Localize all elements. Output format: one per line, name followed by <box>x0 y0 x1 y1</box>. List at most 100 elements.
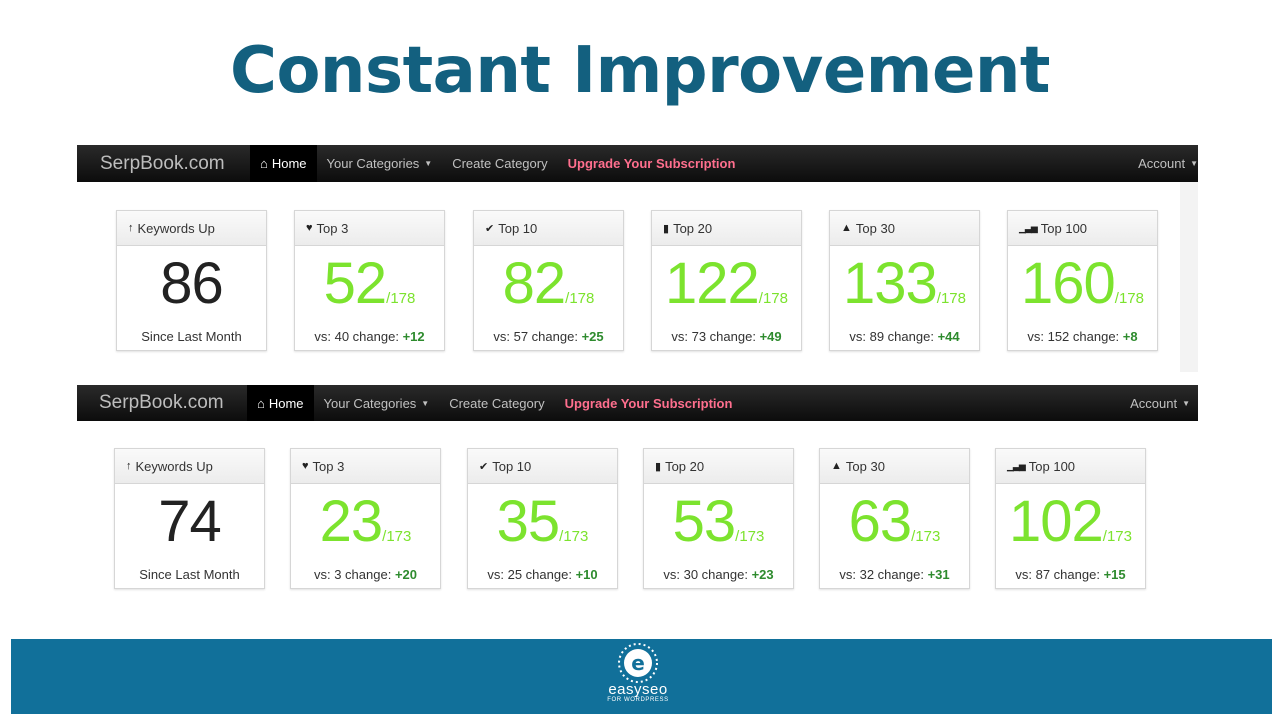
footer-text: vs: 89 change: <box>849 329 934 344</box>
road-icon: ▲ <box>831 460 842 472</box>
arrow-up-icon: ↑ <box>126 460 132 472</box>
metric-value: 102 <box>1009 489 1104 554</box>
change-value: +10 <box>575 567 598 582</box>
brand-logo[interactable]: SerpBook.com <box>100 152 225 174</box>
card-body: 82/178 vs: 57 change: +25 <box>474 246 623 351</box>
heart-icon: ♥ <box>306 222 313 234</box>
caret-down-icon: ▼ <box>1190 159 1198 168</box>
card-metric: 35/173 <box>468 488 617 555</box>
card-label: Top 100 <box>1028 458 1076 474</box>
footer-text: vs: 30 change: <box>663 567 748 582</box>
metric-total: /178 <box>565 290 595 307</box>
card-metric: 102/173 <box>996 488 1145 555</box>
stat-card-top-30: ▲ Top 30 133/178 vs: 89 change: +44 <box>829 210 980 351</box>
card-footer: vs: 87 change: +15 <box>996 567 1145 582</box>
nav-upgrade-subscription[interactable]: Upgrade Your Subscription <box>564 395 733 411</box>
nav-categories-label: Your Categories <box>326 156 420 171</box>
card-body: 53/173 vs: 30 change: +23 <box>644 484 793 589</box>
nav-home-label: Home <box>268 395 304 411</box>
card-footer: vs: 30 change: +23 <box>644 567 793 582</box>
footer-text: vs: 3 change: <box>313 567 392 582</box>
card-metric: 23/173 <box>291 488 440 555</box>
card-metric: 52/178 <box>295 250 444 317</box>
brand-logo[interactable]: SerpBook.com <box>99 392 224 413</box>
easyseo-logo: e easyseo FOR WORDPRESS <box>596 643 680 709</box>
metric-value: 52 <box>323 251 388 316</box>
metric-value: 82 <box>502 251 567 316</box>
card-label: Top 30 <box>845 458 885 474</box>
metric-total: /173 <box>559 528 589 545</box>
nav-home[interactable]: ⌂ Home <box>250 145 317 182</box>
card-body: 133/178 vs: 89 change: +44 <box>830 246 979 351</box>
metric-value: 122 <box>665 251 760 316</box>
stat-card-top-10: ✔ Top 10 82/178 vs: 57 change: +25 <box>473 210 624 351</box>
card-header: ↑ Keywords Up <box>115 449 264 484</box>
card-footer: vs: 32 change: +31 <box>820 567 969 582</box>
change-value: +12 <box>402 329 425 344</box>
card-label: Top 3 <box>312 458 345 474</box>
metric-value: 133 <box>843 251 938 316</box>
change-value: +8 <box>1122 329 1138 344</box>
card-metric: 63/173 <box>820 488 969 555</box>
stat-card-top-20: ▮ Top 20 122/178 vs: 73 change: +49 <box>651 210 802 351</box>
card-label: Top 3 <box>316 220 349 236</box>
stat-card-top-100: ▁▃▅ Top 100 160/178 vs: 152 change: +8 <box>1007 210 1158 351</box>
road-icon: ▲ <box>841 222 852 234</box>
card-footer: vs: 73 change: +49 <box>652 329 801 344</box>
stat-card-top-10: ✔ Top 10 35/173 vs: 25 change: +10 <box>467 448 618 589</box>
easyseo-logo-icon: e <box>618 643 658 683</box>
bookmark-icon: ▮ <box>663 222 670 235</box>
nav-your-categories[interactable]: Your Categories ▼ <box>314 385 440 421</box>
nav-create-category[interactable]: Create Category <box>452 156 548 171</box>
card-footer: vs: 57 change: +25 <box>474 329 623 344</box>
card-metric: 160/178 <box>1008 250 1157 317</box>
card-label: Keywords Up <box>135 458 213 474</box>
metric-total: /178 <box>1114 290 1144 307</box>
card-label: Top 30 <box>855 220 895 236</box>
metric-value: 160 <box>1021 251 1116 316</box>
card-header: ▲ Top 30 <box>830 211 979 246</box>
card-label: Top 10 <box>492 458 532 474</box>
card-header: ✔ Top 10 <box>474 211 623 246</box>
card-metric: 122/178 <box>652 250 801 317</box>
stat-card-top-20: ▮ Top 20 53/173 vs: 30 change: +23 <box>643 448 794 589</box>
stat-card-top-30: ▲ Top 30 63/173 vs: 32 change: +31 <box>819 448 970 589</box>
card-header: ♥ Top 3 <box>295 211 444 246</box>
slide-title: Constant Improvement <box>229 34 1051 108</box>
stat-card-top-3: ♥ Top 3 52/178 vs: 40 change: +12 <box>294 210 445 351</box>
card-body: 122/178 vs: 73 change: +49 <box>652 246 801 351</box>
footer-text: vs: 73 change: <box>671 329 756 344</box>
metric-value: 74 <box>158 489 222 554</box>
change-value: +44 <box>937 329 960 344</box>
card-footer: Since Last Month <box>117 329 266 344</box>
logo-word: easyseo <box>608 681 668 698</box>
nav-account[interactable]: Account ▼ <box>1120 385 1198 421</box>
card-label: Top 100 <box>1040 220 1088 236</box>
nav-your-categories[interactable]: Your Categories ▼ <box>317 145 443 182</box>
nav-account[interactable]: Account ▼ <box>1128 145 1198 182</box>
metric-total: /178 <box>758 290 788 307</box>
card-label: Keywords Up <box>137 220 215 236</box>
caret-down-icon: ▼ <box>1182 398 1190 408</box>
change-value: +15 <box>1103 567 1126 582</box>
card-header: ▁▃▅ Top 100 <box>1008 211 1157 246</box>
stat-card-top-100: ▁▃▅ Top 100 102/173 vs: 87 change: +15 <box>995 448 1146 589</box>
metric-total: /173 <box>1102 528 1132 545</box>
footer-text: vs: 87 change: <box>1015 567 1100 582</box>
card-body: 86 Since Last Month <box>117 246 266 351</box>
card-footer: vs: 89 change: +44 <box>830 329 979 344</box>
card-footer: vs: 25 change: +10 <box>468 567 617 582</box>
card-body: 52/178 vs: 40 change: +12 <box>295 246 444 351</box>
footer-text: vs: 32 change: <box>839 567 924 582</box>
metric-total: /178 <box>386 290 416 307</box>
footer-text: Since Last Month <box>141 329 242 344</box>
logo-subtitle: FOR WORDPRESS <box>607 697 669 703</box>
nav-upgrade-subscription[interactable]: Upgrade Your Subscription <box>567 156 736 171</box>
card-footer: vs: 40 change: +12 <box>295 329 444 344</box>
stat-card-keywords-up: ↑ Keywords Up 74 Since Last Month <box>114 448 265 589</box>
nav-create-category[interactable]: Create Category <box>449 395 545 411</box>
nav-home[interactable]: ⌂ Home <box>247 385 314 421</box>
change-value: +20 <box>394 567 417 582</box>
metric-total: /173 <box>735 528 765 545</box>
card-body: 23/173 vs: 3 change: +20 <box>291 484 440 589</box>
